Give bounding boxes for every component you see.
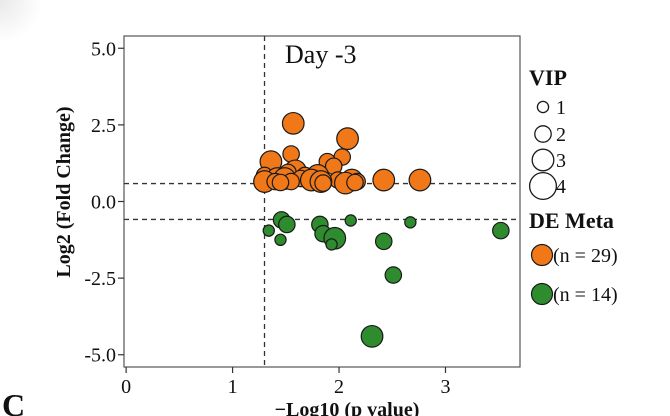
vip-legend-label-4: 4 — [556, 176, 566, 198]
vip-legend-marker-4 — [528, 171, 558, 201]
x-tick-label-2: 1 — [228, 376, 238, 398]
vip-legend-label-3: 3 — [556, 150, 566, 172]
panel-label: C — [2, 387, 25, 416]
point-down-14 — [360, 324, 384, 348]
vip-legend-label-2: 2 — [556, 124, 566, 146]
de-legend-label-up: (n = 29) — [553, 245, 618, 267]
de-legend-marker-down — [530, 282, 554, 306]
point-up-21 — [408, 168, 432, 192]
point-down-10 — [274, 233, 287, 247]
vip-legend-marker-2 — [534, 125, 552, 143]
point-down-4 — [344, 214, 357, 227]
y-tick-label-2: 2.5 — [91, 115, 116, 137]
de-legend-marker-up — [530, 243, 554, 267]
de-legend-label-down: (n = 14) — [553, 284, 618, 306]
x-tick-label-3: 2 — [334, 376, 344, 398]
vip-legend-label-1: 1 — [556, 97, 566, 119]
vip-legend-marker-1 — [536, 100, 550, 114]
point-down-12 — [492, 221, 510, 240]
y-tick-label-5: -5.0 — [84, 345, 116, 367]
point-down-6 — [262, 224, 275, 237]
de-legend-title: DE Meta — [529, 208, 614, 233]
vip-legend-title: VIP — [529, 65, 567, 90]
point-up-1 — [281, 111, 305, 135]
vip-legend-marker-3 — [531, 148, 555, 172]
legend-layer: VIP 1 2 3 4 DE Meta (n = 29) (n = 14) — [528, 65, 618, 306]
point-down-9 — [325, 238, 338, 251]
point-down-13 — [384, 266, 403, 284]
corner-shade — [0, 0, 40, 40]
chart-title: Day -3 — [285, 40, 356, 69]
point-down-2 — [278, 215, 296, 234]
marks-layer: 5.0 2.5 0.0 -2.5 -5.00 1 2 3 — [84, 35, 521, 398]
x-axis-label: −Log10 (p value) — [275, 399, 420, 416]
point-up-29 — [271, 173, 290, 192]
point-down-11 — [374, 232, 393, 251]
x-tick-label-1: 0 — [121, 376, 131, 398]
point-up-20 — [372, 168, 396, 192]
point-down-5 — [404, 216, 417, 229]
point-up-28 — [346, 173, 364, 192]
y-tick-label-3: 0.0 — [91, 192, 116, 214]
plot-frame — [123, 35, 521, 368]
y-tick-label-4: -2.5 — [84, 268, 116, 290]
x-tick-label-4: 3 — [440, 376, 450, 398]
axis-layer: Log2 (Fold Change) −Log10 (p value) C Da… — [2, 40, 419, 416]
y-tick-label-1: 5.0 — [91, 38, 116, 60]
point-up-26 — [314, 174, 332, 192]
y-axis-label: Log2 (Fold Change) — [53, 106, 75, 277]
point-up-2 — [336, 127, 359, 151]
